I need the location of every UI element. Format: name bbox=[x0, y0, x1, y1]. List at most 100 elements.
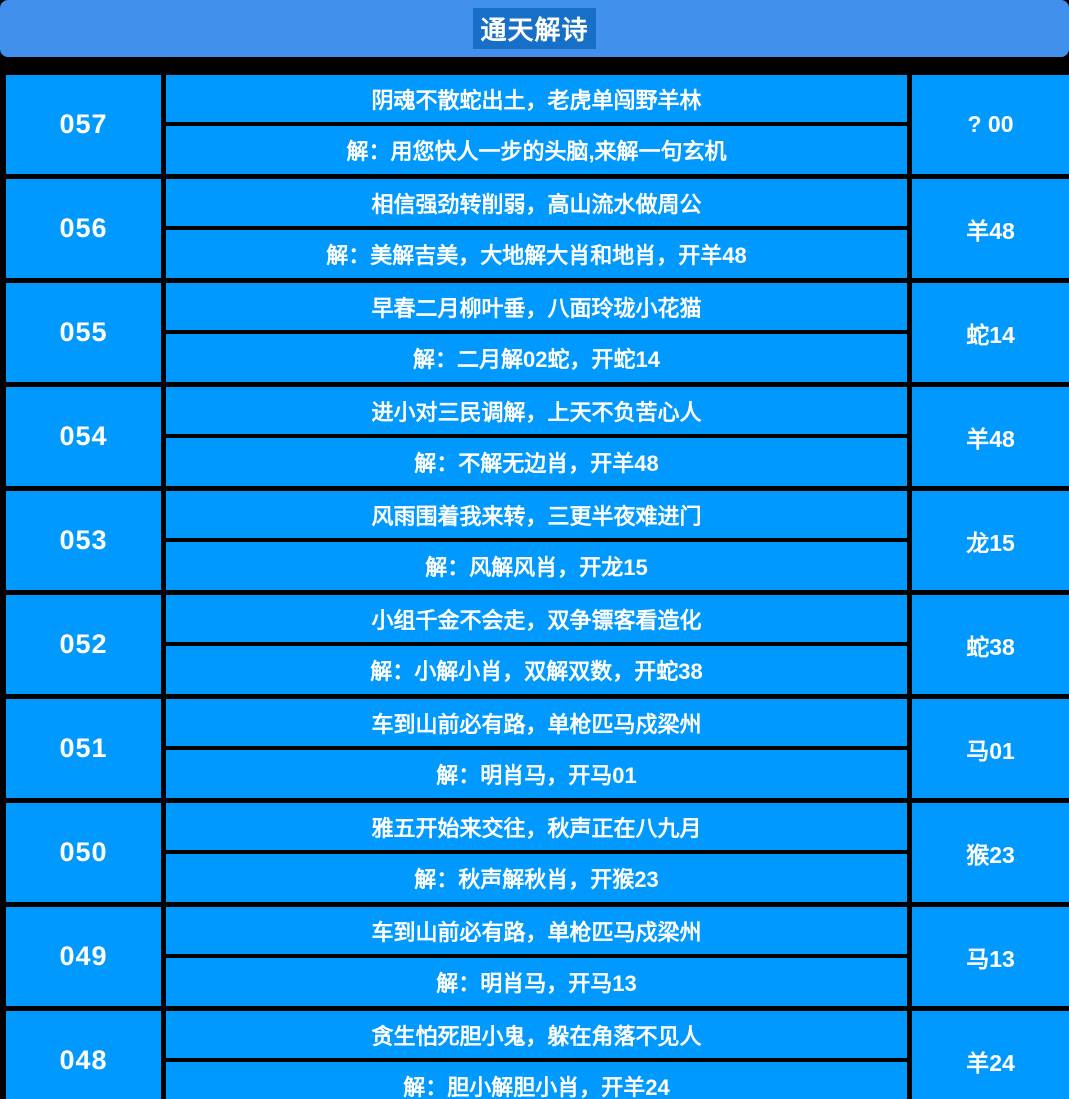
poem-cell: 车到山前必有路，单枪匹马戍梁州 解：明肖马，开马01 bbox=[166, 699, 907, 798]
table-row: 052 小组千金不会走，双争镖客看造化 解：小解小肖，双解双数，开蛇38 蛇38 bbox=[6, 595, 1069, 694]
table-row: 048 贪生怕死胆小鬼，躲在角落不见人 解：胆小解胆小肖，开羊24 羊24 bbox=[6, 1011, 1069, 1099]
result-text: 马13 bbox=[966, 945, 1015, 972]
table-row: 054 进小对三民调解，上天不负苦心人 解：不解无边肖，开羊48 羊48 bbox=[6, 387, 1069, 486]
poem-cell: 进小对三民调解，上天不负苦心人 解：不解无边肖，开羊48 bbox=[166, 387, 907, 486]
result-cell: 羊48 bbox=[912, 387, 1069, 486]
interpretation-text: 解：风解风肖，开龙15 bbox=[425, 555, 648, 580]
poem-text: 小组千金不会走，双争镖客看造化 bbox=[371, 607, 702, 633]
poem-text: 风雨围着我来转，三更半夜难进门 bbox=[371, 503, 702, 529]
issue-number: 054 bbox=[59, 421, 108, 451]
result-text: 龙15 bbox=[966, 529, 1015, 556]
interpretation-text: 解：明肖马，开马01 bbox=[436, 763, 637, 788]
result-cell: 龙15 bbox=[912, 491, 1069, 590]
poem-table: 057 阴魂不散蛇出土，老虎单闯野羊林 解：用您快人一步的头脑,来解一句玄机 ?… bbox=[0, 75, 1069, 1099]
poem-text: 进小对三民调解，上天不负苦心人 bbox=[371, 399, 702, 425]
poem-line: 进小对三民调解，上天不负苦心人 bbox=[166, 387, 907, 434]
issue-number-cell: 053 bbox=[6, 491, 161, 590]
poem-line: 阴魂不散蛇出土，老虎单闯野羊林 bbox=[166, 75, 907, 122]
result-cell: 马01 bbox=[912, 699, 1069, 798]
interpretation-line: 解：秋声解秋肖，开猴23 bbox=[166, 854, 907, 902]
interpretation-line: 解：小解小肖，双解双数，开蛇38 bbox=[166, 646, 907, 694]
issue-number: 056 bbox=[59, 213, 108, 243]
interpretation-line: 解：胆小解胆小肖，开羊24 bbox=[166, 1062, 907, 1099]
interpretation-text: 解：不解无边肖，开羊48 bbox=[414, 451, 659, 476]
issue-number: 055 bbox=[59, 317, 108, 347]
issue-number-cell: 057 bbox=[6, 75, 161, 174]
table-row: 056 相信强劲转削弱，高山流水做周公 解：美解吉美，大地解大肖和地肖，开羊48… bbox=[6, 179, 1069, 278]
issue-number: 048 bbox=[59, 1045, 108, 1075]
poem-text: 阴魂不散蛇出土，老虎单闯野羊林 bbox=[371, 87, 702, 113]
poem-cell: 阴魂不散蛇出土，老虎单闯野羊林 解：用您快人一步的头脑,来解一句玄机 bbox=[166, 75, 907, 174]
result-cell: 羊24 bbox=[912, 1011, 1069, 1099]
interpretation-text: 解：小解小肖，双解双数，开蛇38 bbox=[370, 659, 703, 684]
poem-cell: 贪生怕死胆小鬼，躲在角落不见人 解：胆小解胆小肖，开羊24 bbox=[166, 1011, 907, 1099]
interpretation-text: 解：二月解02蛇，开蛇14 bbox=[413, 347, 660, 372]
result-cell: 蛇38 bbox=[912, 595, 1069, 694]
interpretation-line: 解：明肖马，开马13 bbox=[166, 958, 907, 1006]
interpretation-line: 解：用您快人一步的头脑,来解一句玄机 bbox=[166, 126, 907, 174]
result-cell: 蛇14 bbox=[912, 283, 1069, 382]
poem-cell: 车到山前必有路，单枪匹马戍梁州 解：明肖马，开马13 bbox=[166, 907, 907, 1006]
poem-cell: 小组千金不会走，双争镖客看造化 解：小解小肖，双解双数，开蛇38 bbox=[166, 595, 907, 694]
issue-number-cell: 056 bbox=[6, 179, 161, 278]
poem-line: 相信强劲转削弱，高山流水做周公 bbox=[166, 179, 907, 226]
table-row: 049 车到山前必有路，单枪匹马戍梁州 解：明肖马，开马13 马13 bbox=[6, 907, 1069, 1006]
poem-cell: 早春二月柳叶垂，八面玲珑小花猫 解：二月解02蛇，开蛇14 bbox=[166, 283, 907, 382]
issue-number: 049 bbox=[59, 941, 108, 971]
table-row: 055 早春二月柳叶垂，八面玲珑小花猫 解：二月解02蛇，开蛇14 蛇14 bbox=[6, 283, 1069, 382]
result-text: 猴23 bbox=[966, 841, 1015, 868]
interpretation-text: 解：胆小解胆小肖，开羊24 bbox=[403, 1075, 670, 1099]
result-text: 蛇14 bbox=[966, 321, 1015, 348]
poem-text: 车到山前必有路，单枪匹马戍梁州 bbox=[371, 711, 702, 737]
poem-line: 小组千金不会走，双争镖客看造化 bbox=[166, 595, 907, 642]
issue-number-cell: 048 bbox=[6, 1011, 161, 1099]
interpretation-text: 解：美解吉美，大地解大肖和地肖，开羊48 bbox=[326, 243, 747, 268]
poem-text: 相信强劲转削弱，高山流水做周公 bbox=[371, 191, 702, 217]
issue-number-cell: 054 bbox=[6, 387, 161, 486]
poem-line: 车到山前必有路，单枪匹马戍梁州 bbox=[166, 699, 907, 746]
table-row: 050 雅五开始来交往，秋声正在八九月 解：秋声解秋肖，开猴23 猴23 bbox=[6, 803, 1069, 902]
interpretation-line: 解：二月解02蛇，开蛇14 bbox=[166, 334, 907, 382]
interpretation-text: 解：明肖马，开马13 bbox=[436, 971, 637, 996]
interpretation-line: 解：美解吉美，大地解大肖和地肖，开羊48 bbox=[166, 230, 907, 278]
issue-number-cell: 049 bbox=[6, 907, 161, 1006]
poem-cell: 雅五开始来交往，秋声正在八九月 解：秋声解秋肖，开猴23 bbox=[166, 803, 907, 902]
poem-cell: 相信强劲转削弱，高山流水做周公 解：美解吉美，大地解大肖和地肖，开羊48 bbox=[166, 179, 907, 278]
issue-number-cell: 052 bbox=[6, 595, 161, 694]
interpretation-line: 解：风解风肖，开龙15 bbox=[166, 542, 907, 590]
issue-number: 057 bbox=[59, 109, 108, 139]
interpretation-text: 解：用您快人一步的头脑,来解一句玄机 bbox=[346, 139, 727, 164]
poem-text: 早春二月柳叶垂，八面玲珑小花猫 bbox=[371, 295, 702, 321]
page-header: 通天解诗 bbox=[0, 0, 1069, 57]
interpretation-line: 解：明肖马，开马01 bbox=[166, 750, 907, 798]
table-row: 051 车到山前必有路，单枪匹马戍梁州 解：明肖马，开马01 马01 bbox=[6, 699, 1069, 798]
issue-number: 052 bbox=[59, 629, 108, 659]
interpretation-line: 解：不解无边肖，开羊48 bbox=[166, 438, 907, 486]
poem-text: 贪生怕死胆小鬼，躲在角落不见人 bbox=[371, 1023, 702, 1049]
poem-text: 车到山前必有路，单枪匹马戍梁州 bbox=[371, 919, 702, 945]
result-text: ? 00 bbox=[967, 111, 1014, 137]
result-text: 蛇38 bbox=[966, 633, 1015, 660]
issue-number-cell: 051 bbox=[6, 699, 161, 798]
issue-number: 051 bbox=[59, 733, 108, 763]
issue-number: 053 bbox=[59, 525, 108, 555]
result-text: 羊24 bbox=[966, 1049, 1015, 1076]
result-cell: 羊48 bbox=[912, 179, 1069, 278]
poem-cell: 风雨围着我来转，三更半夜难进门 解：风解风肖，开龙15 bbox=[166, 491, 907, 590]
result-text: 羊48 bbox=[966, 217, 1015, 244]
poem-line: 车到山前必有路，单枪匹马戍梁州 bbox=[166, 907, 907, 954]
poem-line: 雅五开始来交往，秋声正在八九月 bbox=[166, 803, 907, 850]
issue-number-cell: 055 bbox=[6, 283, 161, 382]
result-cell: 马13 bbox=[912, 907, 1069, 1006]
result-text: 羊48 bbox=[966, 425, 1015, 452]
poem-line: 风雨围着我来转，三更半夜难进门 bbox=[166, 491, 907, 538]
result-text: 马01 bbox=[966, 737, 1015, 764]
table-row: 053 风雨围着我来转，三更半夜难进门 解：风解风肖，开龙15 龙15 bbox=[6, 491, 1069, 590]
result-cell: 猴23 bbox=[912, 803, 1069, 902]
poem-line: 早春二月柳叶垂，八面玲珑小花猫 bbox=[166, 283, 907, 330]
result-cell: ? 00 bbox=[912, 75, 1069, 174]
poem-line: 贪生怕死胆小鬼，躲在角落不见人 bbox=[166, 1011, 907, 1058]
page-title: 通天解诗 bbox=[473, 8, 596, 49]
table-row: 057 阴魂不散蛇出土，老虎单闯野羊林 解：用您快人一步的头脑,来解一句玄机 ?… bbox=[6, 75, 1069, 174]
interpretation-text: 解：秋声解秋肖，开猴23 bbox=[414, 867, 659, 892]
